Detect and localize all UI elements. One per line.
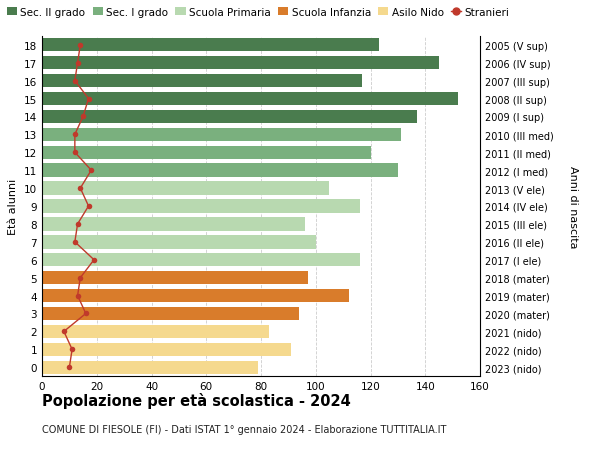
Bar	[42, 289, 349, 302]
Bar	[42, 129, 401, 142]
Bar	[42, 343, 291, 356]
Bar	[42, 111, 417, 124]
Y-axis label: Età alunni: Età alunni	[8, 179, 19, 235]
Bar	[42, 93, 458, 106]
Bar	[42, 235, 316, 249]
Bar	[42, 75, 362, 88]
Bar	[42, 200, 359, 213]
Text: Popolazione per età scolastica - 2024: Popolazione per età scolastica - 2024	[42, 392, 351, 409]
Bar	[42, 57, 439, 70]
Bar	[42, 361, 258, 374]
Bar	[42, 271, 308, 285]
Bar	[42, 146, 371, 160]
Y-axis label: Anni di nascita: Anni di nascita	[568, 165, 578, 248]
Bar	[42, 307, 299, 320]
Text: COMUNE DI FIESOLE (FI) - Dati ISTAT 1° gennaio 2024 - Elaborazione TUTTITALIA.IT: COMUNE DI FIESOLE (FI) - Dati ISTAT 1° g…	[42, 425, 446, 435]
Bar	[42, 39, 379, 52]
Bar	[42, 253, 359, 267]
Legend: Sec. II grado, Sec. I grado, Scuola Primaria, Scuola Infanzia, Asilo Nido, Stran: Sec. II grado, Sec. I grado, Scuola Prim…	[7, 7, 509, 17]
Bar	[42, 218, 305, 231]
Bar	[42, 164, 398, 178]
Bar	[42, 325, 269, 338]
Bar	[42, 182, 329, 196]
